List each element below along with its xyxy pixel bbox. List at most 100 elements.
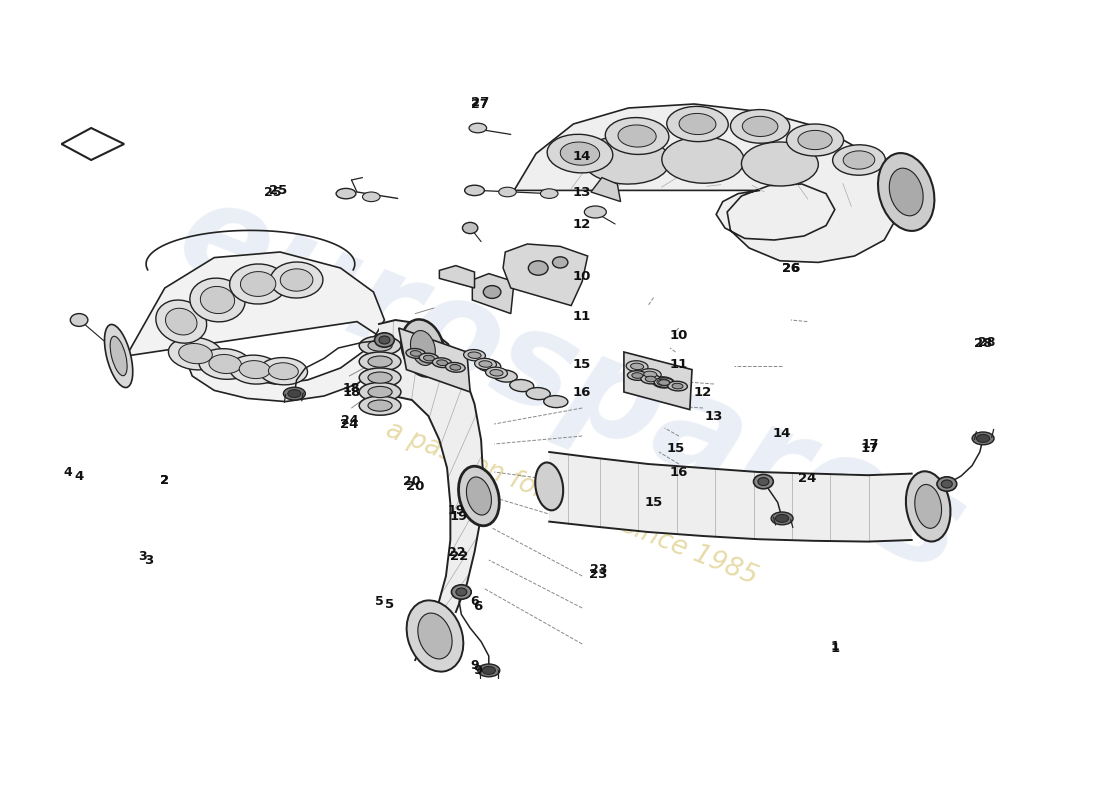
Ellipse shape — [972, 432, 994, 445]
Ellipse shape — [410, 330, 436, 366]
Ellipse shape — [742, 116, 778, 137]
Ellipse shape — [493, 370, 517, 382]
Ellipse shape — [730, 110, 790, 143]
Text: 24: 24 — [799, 472, 816, 485]
Text: 12: 12 — [573, 218, 592, 230]
Ellipse shape — [906, 471, 950, 542]
Text: 9: 9 — [473, 664, 483, 677]
Ellipse shape — [741, 142, 818, 186]
Text: 3: 3 — [139, 550, 147, 562]
Text: 18: 18 — [342, 386, 361, 398]
Ellipse shape — [662, 137, 745, 183]
Ellipse shape — [844, 151, 875, 169]
Text: 12: 12 — [694, 386, 712, 398]
Text: 14: 14 — [573, 150, 592, 162]
Ellipse shape — [543, 395, 568, 408]
Text: 1: 1 — [830, 640, 839, 653]
Polygon shape — [503, 244, 587, 306]
Text: 5: 5 — [375, 595, 383, 608]
Text: 28: 28 — [978, 336, 996, 349]
Ellipse shape — [646, 376, 657, 382]
Ellipse shape — [485, 367, 507, 378]
Ellipse shape — [889, 168, 923, 216]
Polygon shape — [591, 178, 620, 202]
Ellipse shape — [776, 514, 789, 522]
Ellipse shape — [833, 145, 886, 175]
Text: 6: 6 — [473, 600, 483, 613]
Ellipse shape — [406, 349, 426, 358]
Ellipse shape — [241, 271, 276, 297]
Ellipse shape — [284, 387, 306, 400]
Text: 22: 22 — [450, 550, 469, 562]
Ellipse shape — [667, 106, 728, 142]
Text: 9: 9 — [470, 659, 478, 672]
Ellipse shape — [363, 192, 381, 202]
Ellipse shape — [536, 462, 563, 510]
Ellipse shape — [446, 362, 465, 372]
Text: 16: 16 — [670, 466, 688, 478]
Text: 11: 11 — [670, 358, 688, 370]
Text: 28: 28 — [974, 338, 992, 350]
Ellipse shape — [407, 600, 463, 672]
Text: 10: 10 — [573, 270, 592, 282]
Ellipse shape — [679, 114, 716, 134]
Ellipse shape — [402, 319, 444, 377]
Ellipse shape — [618, 125, 657, 147]
Ellipse shape — [360, 382, 400, 402]
Ellipse shape — [798, 130, 833, 150]
Text: 25: 25 — [264, 186, 282, 198]
Ellipse shape — [459, 466, 499, 526]
Text: 24: 24 — [341, 414, 359, 426]
Ellipse shape — [605, 118, 669, 154]
Ellipse shape — [771, 512, 793, 525]
Ellipse shape — [878, 153, 934, 231]
Ellipse shape — [464, 185, 484, 196]
Text: 13: 13 — [573, 186, 592, 198]
Ellipse shape — [474, 358, 496, 370]
Polygon shape — [514, 104, 899, 262]
Ellipse shape — [547, 134, 613, 173]
Text: 24: 24 — [340, 418, 359, 430]
Ellipse shape — [239, 361, 271, 378]
Text: 25: 25 — [268, 184, 287, 197]
Ellipse shape — [268, 362, 298, 380]
Text: 2: 2 — [161, 474, 169, 486]
Ellipse shape — [659, 380, 670, 386]
Ellipse shape — [410, 350, 421, 356]
Ellipse shape — [786, 124, 844, 156]
Ellipse shape — [432, 358, 452, 368]
Ellipse shape — [424, 355, 434, 361]
Polygon shape — [398, 328, 470, 392]
Ellipse shape — [230, 355, 280, 384]
Ellipse shape — [754, 474, 773, 489]
Ellipse shape — [626, 361, 648, 372]
Ellipse shape — [360, 396, 400, 415]
Ellipse shape — [110, 336, 128, 376]
Ellipse shape — [498, 187, 516, 197]
Ellipse shape — [451, 585, 471, 599]
Text: 13: 13 — [705, 410, 723, 422]
Ellipse shape — [337, 188, 356, 199]
Circle shape — [552, 257, 568, 268]
Ellipse shape — [627, 370, 647, 380]
Ellipse shape — [360, 336, 400, 355]
Ellipse shape — [190, 278, 245, 322]
Text: 6: 6 — [470, 595, 478, 608]
Text: 1: 1 — [830, 642, 839, 654]
Text: 19: 19 — [450, 510, 469, 522]
Circle shape — [70, 314, 88, 326]
Ellipse shape — [178, 343, 212, 364]
Ellipse shape — [560, 142, 600, 165]
Polygon shape — [624, 352, 692, 410]
Ellipse shape — [490, 370, 503, 376]
Text: 2: 2 — [161, 474, 169, 486]
Text: 19: 19 — [448, 504, 464, 517]
Polygon shape — [472, 274, 514, 314]
Ellipse shape — [199, 349, 252, 379]
Text: 16: 16 — [573, 386, 592, 398]
Ellipse shape — [482, 666, 495, 674]
Circle shape — [483, 286, 500, 298]
Ellipse shape — [478, 361, 492, 367]
Ellipse shape — [271, 262, 323, 298]
Text: 17: 17 — [861, 438, 879, 450]
